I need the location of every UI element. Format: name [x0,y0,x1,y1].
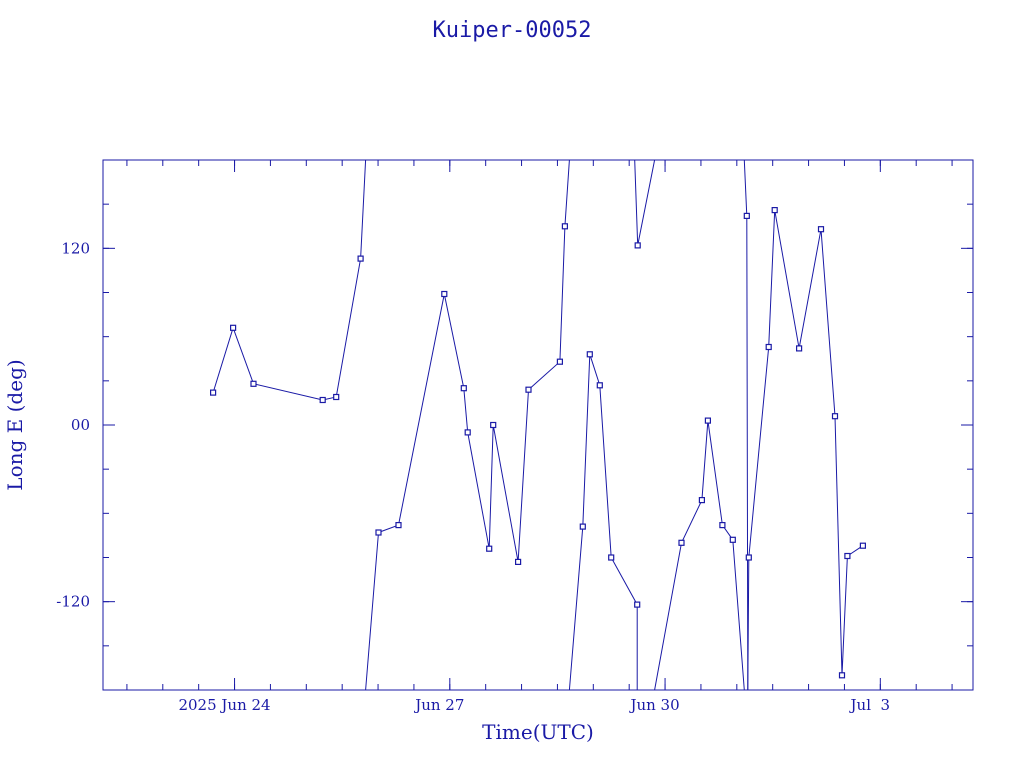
data-point [859,542,867,549]
data-point [634,601,641,608]
series-line [634,159,656,246]
series-line [212,159,367,401]
data-point [250,380,257,387]
data-point [765,343,772,351]
data-point [333,393,340,401]
data-point [357,255,364,262]
plot-frame [102,159,974,691]
data-point [561,223,569,230]
y-tick-label: 120 [61,239,90,257]
major-ticks [103,160,973,690]
data-point [395,521,402,529]
data-point [729,536,736,543]
data-point [838,672,846,679]
data-point [230,324,237,331]
data-point [586,351,593,358]
series-line [654,420,745,691]
series-lines [212,159,864,691]
data-point [678,539,685,546]
tick-labels: 120 00 -120 2025 Jun 24 Jun 27 Jun 30 Jul 3 [56,239,890,714]
data-point [490,421,497,429]
minor-ticks [103,160,973,690]
data-point [514,558,522,566]
data-point [771,207,778,214]
x-tick-label: 2025 Jun 24 [178,696,270,714]
x-tick-label: Jul 3 [849,696,891,714]
series-line [743,159,749,691]
data-point [486,545,493,552]
series-line [747,210,864,691]
data-point [579,523,586,530]
data-point [795,345,803,352]
data-point [743,212,750,219]
data-point [210,389,217,396]
data-point [525,386,532,393]
data-point [460,385,467,392]
data-point [719,521,726,529]
x-tick-label: Jun 27 [413,696,464,714]
data-point [319,396,326,404]
data-point [608,554,615,561]
series-points [210,207,867,679]
data-point [441,290,448,298]
data-point [831,413,839,420]
data-point [556,358,564,365]
data-point [596,382,603,389]
data-point [634,242,641,249]
series-line [568,354,638,691]
series-line [365,159,570,691]
x-axis-label: Time(UTC) [482,720,594,744]
data-point [704,417,712,424]
data-point [375,529,382,536]
y-axis-label: Long E (deg) [3,359,27,490]
data-point [464,429,471,436]
data-point [698,497,706,504]
data-point [745,554,752,561]
data-point [844,552,851,560]
y-tick-label: 00 [71,416,90,434]
y-tick-label: -120 [56,593,90,611]
chart-title: Kuiper-00052 [433,18,592,43]
data-point [817,226,825,233]
x-tick-label: Jun 30 [628,696,679,714]
